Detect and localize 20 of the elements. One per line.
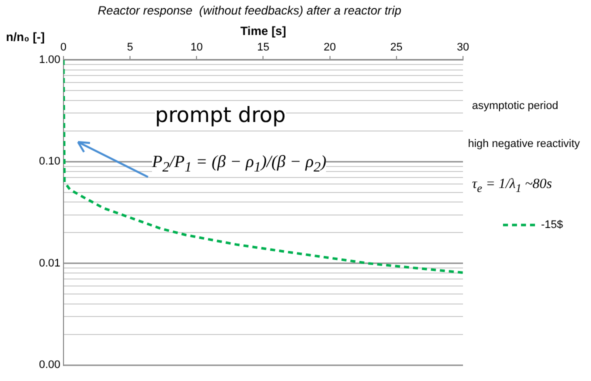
legend-label: -15$ [541, 219, 564, 232]
x-tick-label: 25 [390, 41, 403, 54]
y-tick-label: 0.00 [38, 359, 60, 372]
text: τ$_{e}$ = 1/λ$_{1}$ ~80s [472, 177, 552, 195]
x-tick-label: 0 [60, 41, 66, 54]
text: high negative reactivity [468, 138, 580, 150]
y-tick-label: 1.00 [38, 54, 60, 66]
y-axis-title: n/n₀ [-] [6, 30, 45, 44]
chart-title: Reactor response (without feedbacks) after a reactor trip [98, 4, 402, 18]
x-tick-label: 30 [456, 41, 470, 54]
x-tick-label: 5 [126, 41, 134, 54]
text: P$_{2}$/P$_{1}$ = (β − ρ$_{1}$)/(β − ρ$_{2}$) [152, 152, 326, 176]
x-tick-label: 15 [257, 41, 270, 54]
x-tick-label: 20 [324, 41, 336, 54]
annotation: prompt drop [155, 103, 286, 127]
x-tick-label: 10 [190, 41, 203, 54]
y-tick-label: 0.01 [38, 257, 60, 270]
x-axis-title: Time [s] [240, 24, 286, 38]
text: asymptotic period [472, 100, 558, 112]
y-tick-label: 0.10 [38, 156, 60, 168]
